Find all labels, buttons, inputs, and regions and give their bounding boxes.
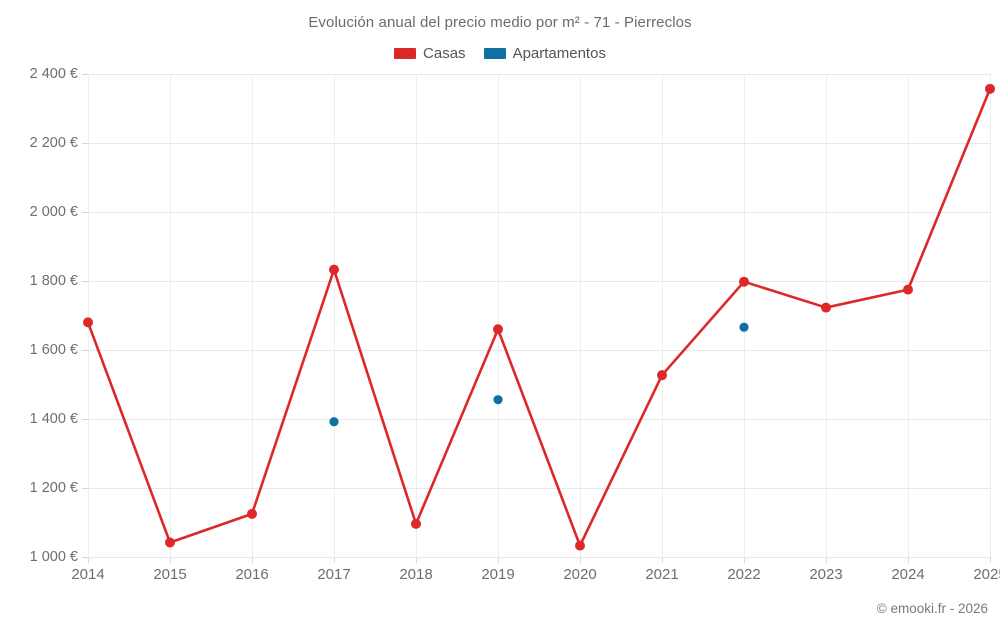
y-axis-tick-mark [82,212,88,213]
gridline-horizontal [88,557,990,558]
x-axis-tick-mark [88,557,89,563]
y-axis-labels: 1 000 € 1 200 € 1 400 € 1 600 € 1 800 € 2 000… [0,0,78,625]
y-axis-tick-mark [82,281,88,282]
chart-legend: Casas Apartamentos [0,45,1000,62]
x-axis-tick-label: 2017 [317,566,351,583]
series-line-casas [86,87,992,547]
x-axis-tick-mark [744,557,745,563]
gridline-horizontal [88,212,990,213]
legend-item-casas[interactable]: Casas [394,45,466,62]
y-axis-tick-label: 1 400 € [29,411,78,427]
data-point[interactable] [83,317,93,328]
y-axis-tick-mark [82,488,88,489]
data-point[interactable] [165,537,175,548]
plot-area [83,74,995,558]
data-point[interactable] [575,540,585,551]
y-axis-tick-label: 1 000 € [29,549,78,565]
gridline-horizontal [88,350,990,351]
data-point[interactable] [903,284,913,295]
x-axis-tick-label: 2015 [153,566,187,583]
x-axis-tick-mark [908,557,909,563]
data-point[interactable] [821,302,831,313]
y-axis-tick-label: 1 800 € [29,273,78,289]
gridline-horizontal [88,281,990,282]
y-axis-tick-label: 1 600 € [29,342,78,358]
legend-swatch-apartamentos [483,48,506,59]
footer-credit: © emooki.fr - 2026 [876,601,988,616]
x-axis-tick-label: 2024 [891,566,925,583]
x-axis-tick-label: 2022 [727,566,761,583]
gridline-vertical [580,74,581,557]
y-axis-tick-mark [82,143,88,144]
x-axis-tick-mark [990,557,991,563]
y-axis-tick-mark [82,74,88,75]
series-layer [83,83,995,551]
gridline-vertical [88,74,89,557]
data-point[interactable] [985,83,995,94]
gridline-vertical [498,74,499,557]
data-point[interactable] [411,518,421,529]
gridline-vertical [170,74,171,557]
legend-label-casas: Casas [423,45,466,62]
x-axis-tick-label: 2019 [481,566,515,583]
y-axis-tick-mark [82,350,88,351]
gridline-horizontal [88,74,990,75]
gridline-vertical [334,74,335,557]
data-point[interactable] [329,264,339,275]
x-axis-tick-mark [580,557,581,563]
x-axis-tick-label: 2021 [645,566,679,583]
x-axis-tick-mark [170,557,171,563]
legend-swatch-casas [394,48,417,59]
chart-title: Evolución anual del precio medio por m² … [308,14,692,31]
y-axis-tick-mark [82,557,88,558]
y-axis-tick-label: 2 400 € [29,66,78,82]
x-axis-tick-mark [334,557,335,563]
gridline-horizontal [88,419,990,420]
y-axis-tick-label: 1 200 € [29,480,78,496]
gridline-vertical [826,74,827,557]
gridline-vertical [908,74,909,557]
data-point[interactable] [247,508,257,519]
x-axis-tick-mark [498,557,499,563]
data-point[interactable] [739,322,749,332]
data-point[interactable] [657,370,667,381]
data-point[interactable] [493,395,503,405]
x-axis-tick-label: 2025 [973,566,1000,583]
gridline-vertical [252,74,253,557]
data-point[interactable] [329,417,339,427]
y-axis-tick-label: 2 000 € [29,204,78,220]
x-axis-tick-label: 2016 [235,566,269,583]
x-axis-tick-mark [416,557,417,563]
data-point[interactable] [493,324,503,335]
gridline-horizontal [88,143,990,144]
x-axis-tick-label: 2018 [399,566,433,583]
legend-item-apartamentos[interactable]: Apartamentos [483,45,606,62]
x-axis-tick-label: 2020 [563,566,597,583]
gridline-vertical [416,74,417,557]
y-axis-tick-label: 2 200 € [29,135,78,151]
x-axis-tick-label: 2014 [71,566,105,583]
gridline-horizontal [88,488,990,489]
gridline-vertical [662,74,663,557]
x-axis-tick-mark [662,557,663,563]
x-axis-tick-mark [826,557,827,563]
gridline-vertical [990,74,991,557]
x-axis-tick-label: 2023 [809,566,843,583]
data-point[interactable] [739,276,749,287]
x-axis-tick-mark [252,557,253,563]
legend-label-apartamentos: Apartamentos [512,45,606,62]
gridline-vertical [744,74,745,557]
y-axis-tick-mark [82,419,88,420]
